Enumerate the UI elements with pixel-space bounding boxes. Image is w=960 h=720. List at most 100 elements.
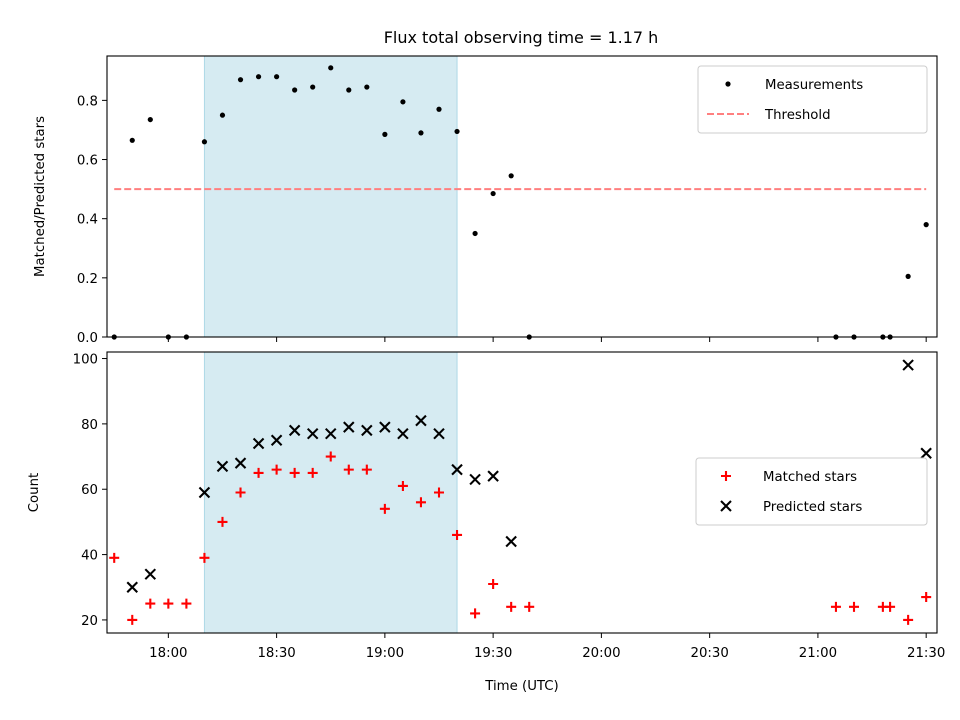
matched-star-point (885, 601, 896, 612)
observing-window-band (203, 55, 458, 338)
predicted-star-point (198, 486, 211, 499)
chart-title: Flux total observing time = 1.17 h (384, 28, 659, 47)
measurement-point (364, 84, 370, 90)
x-tick-label: 21:30 (907, 646, 945, 661)
predicted-star-point (902, 359, 914, 371)
legend-cross-swatch (720, 500, 732, 512)
matched-star-point (903, 614, 914, 625)
predicted-star-point (306, 427, 319, 440)
legend-label: Threshold (764, 108, 831, 123)
predicted-star-point (415, 414, 427, 427)
predicted-star-point (433, 427, 445, 440)
matched-star-point (289, 467, 300, 478)
measurement-point (237, 77, 244, 83)
matched-star-point (506, 601, 517, 612)
measurement-point (472, 230, 478, 237)
legend-box (695, 457, 928, 526)
matched-star-point (145, 598, 156, 609)
matched-star-point (181, 598, 192, 609)
x-axis-label: Time (UTC) (484, 679, 559, 694)
y-tick-label: 100 (73, 353, 98, 368)
legend: Measurements Threshold (697, 65, 928, 134)
matched-star-point (253, 467, 264, 478)
matched-star-point (127, 614, 138, 625)
measurement-point (490, 190, 496, 197)
predicted-star-point (216, 460, 229, 473)
x-tick-label: 18:00 (149, 646, 187, 661)
measurement-point (436, 106, 442, 112)
matched-star-point (271, 464, 282, 475)
predicted-star-point (270, 434, 283, 446)
measurement-point (292, 87, 298, 93)
series-matched-stars (109, 451, 932, 625)
measurement-point (328, 65, 334, 71)
matched-star-point (524, 601, 535, 612)
axes-frame (106, 55, 938, 338)
measurement-point (310, 84, 316, 90)
measurement-point (418, 130, 424, 136)
series-predicted-stars (126, 359, 932, 593)
matched-star-point (434, 487, 444, 498)
y-axis-label: Matched/Predicted stars (33, 116, 48, 277)
ratio-panel: 0.0 0.2 0.4 0.6 0.8 Matched/Predicted stars Me… (33, 55, 938, 346)
x-tick-label: 19:00 (366, 646, 404, 661)
y-tick-label: 20 (81, 614, 98, 629)
matched-star-point (199, 552, 210, 563)
measurement-point (274, 74, 280, 80)
y-tick-label: 80 (81, 418, 98, 433)
matched-star-point (361, 464, 372, 475)
matched-star-point (830, 601, 841, 612)
predicted-star-point (234, 457, 247, 469)
predicted-star-point (126, 581, 139, 593)
x-tick-label: 21:00 (799, 646, 837, 661)
matched-star-point (235, 487, 246, 498)
measurement-point (454, 128, 460, 135)
measurement-point (905, 273, 911, 279)
measurement-point (201, 139, 208, 145)
legend: Matched stars Predicted stars (695, 457, 928, 526)
predicted-star-point (379, 421, 391, 433)
matched-star-point (217, 516, 228, 527)
y-tick-label: 0.0 (77, 331, 98, 346)
measurement-point (129, 137, 135, 143)
matched-star-point (849, 601, 859, 612)
y-tick-label: 60 (81, 483, 98, 498)
x-tick-label: 19:30 (474, 646, 512, 661)
matched-star-point (415, 497, 426, 508)
matched-star-point (921, 592, 932, 603)
y-tick-label: 0.2 (77, 272, 98, 287)
x-tick-label: 18:30 (257, 646, 295, 661)
measurement-point (400, 99, 406, 105)
matched-star-point (343, 464, 354, 475)
predicted-star-point (469, 473, 481, 486)
matched-star-point (452, 529, 463, 540)
observing-window-band (203, 351, 458, 634)
predicted-star-point (451, 463, 463, 476)
predicted-star-point (361, 424, 373, 437)
measurement-point (219, 112, 226, 118)
measurement-point (382, 131, 388, 137)
matched-star-point (488, 578, 499, 589)
predicted-star-point (252, 437, 265, 450)
y-tick-label: 0.8 (77, 94, 98, 109)
predicted-star-point (397, 427, 409, 440)
legend-label: Measurements (765, 78, 863, 93)
count-panel: 20 40 60 80 100 18:00 18:30 19:00 19:30 20:00 20:3… (27, 351, 945, 694)
predicted-star-point (288, 424, 301, 437)
measurement-point (346, 87, 352, 93)
measurement-point (923, 222, 929, 228)
legend-plus-swatch (721, 471, 731, 481)
matched-star-point (109, 552, 120, 563)
predicted-star-point (920, 447, 932, 460)
y-axis-label: Count (27, 473, 42, 513)
legend-box (697, 65, 928, 134)
y-tick-label: 0.4 (77, 213, 98, 228)
measurement-point (147, 116, 153, 123)
x-tick-label: 20:30 (690, 646, 728, 661)
matched-star-point (325, 451, 336, 462)
matched-star-point (307, 467, 318, 478)
measurement-point (255, 74, 262, 80)
predicted-star-point (505, 535, 517, 548)
y-tick-label: 40 (81, 549, 98, 564)
